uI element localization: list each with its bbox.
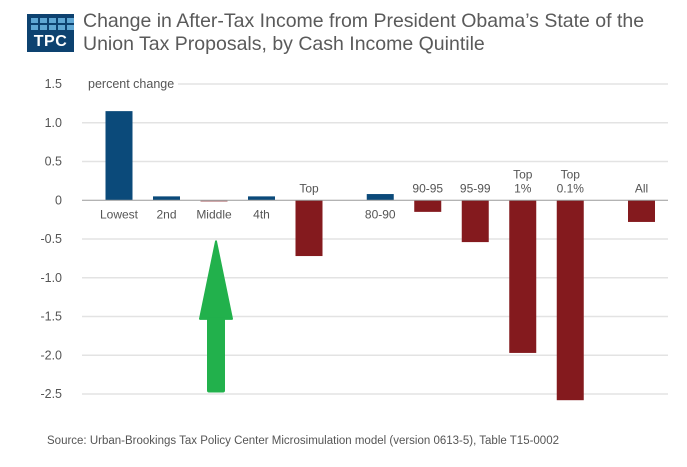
category-label: 90-95 — [412, 181, 443, 195]
tpc-logo: TPC — [27, 14, 74, 52]
y-tick-label: 0 — [55, 193, 62, 207]
title-line-1: Change in After-Tax Income from Presiden… — [83, 10, 645, 32]
arrow-shaft — [207, 317, 225, 393]
bar — [414, 200, 442, 212]
bars — [105, 111, 655, 401]
category-label: 1% — [514, 181, 532, 195]
bar — [105, 111, 133, 201]
bar — [509, 200, 537, 353]
bar — [461, 200, 489, 243]
category-label: 2nd — [156, 207, 176, 221]
annotation-arrow-icon — [199, 240, 233, 393]
y-tick-label: -1.5 — [40, 310, 62, 324]
category-label: Top — [513, 167, 533, 181]
title-line-2: Union Tax Proposals, by Cash Income Quin… — [83, 33, 485, 55]
category-label: 0.1% — [557, 181, 585, 195]
y-tick-label: -0.5 — [40, 232, 62, 246]
category-label: All — [635, 181, 648, 195]
bar — [628, 200, 655, 222]
bar — [295, 200, 323, 257]
category-label: 95-99 — [460, 181, 491, 195]
category-label: Top — [299, 181, 319, 195]
arrow-head — [199, 240, 233, 320]
category-label: Top — [561, 167, 581, 181]
y-tick-label: 1.5 — [45, 77, 62, 91]
bar — [153, 196, 180, 201]
y-axis-ticks: 1.5 1.0 0.5 0 -0.5 -1.0 -1.5 -2.0 -2.5 — [40, 77, 62, 401]
y-tick-label: -2.0 — [40, 348, 62, 362]
y-tick-label: -1.0 — [40, 271, 62, 285]
chart-title: Change in After-Tax Income from Presiden… — [83, 10, 673, 56]
y-tick-label: 1.0 — [45, 116, 62, 130]
bar-chart: 1.5 1.0 0.5 0 -0.5 -1.0 -1.5 -2.0 -2.5 percent c… — [40, 77, 668, 401]
bar — [366, 194, 394, 201]
category-label: Middle — [196, 207, 232, 221]
category-label: Lowest — [100, 207, 139, 221]
category-label: 80-90 — [365, 207, 396, 221]
category-label: 4th — [253, 207, 270, 221]
source-note: Source: Urban-Brookings Tax Policy Cente… — [47, 435, 559, 447]
logo-text: TPC — [33, 33, 68, 50]
y-tick-label: -2.5 — [40, 387, 62, 401]
bar — [248, 196, 275, 201]
bar — [200, 200, 228, 202]
y-tick-label: 0.5 — [45, 155, 62, 169]
logo-grid-icon — [31, 18, 74, 30]
y-axis-label: percent change — [88, 77, 174, 91]
bar — [556, 200, 584, 401]
